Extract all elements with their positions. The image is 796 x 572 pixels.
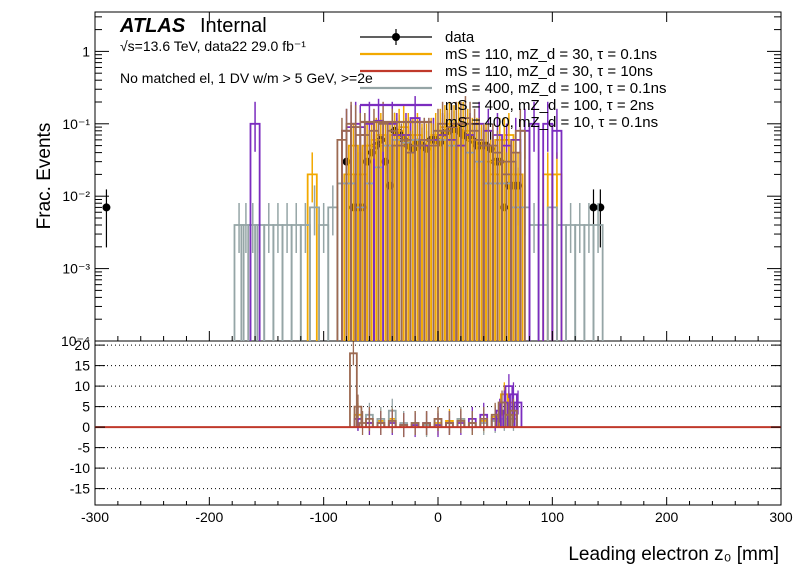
- ratio-series: [95, 341, 781, 438]
- x-tick-label: -300: [81, 509, 109, 525]
- selection-label: No matched el, 1 DV w/m > 5 GeV, >=2e: [120, 70, 373, 86]
- y-tick-label: 10⁻³: [62, 261, 90, 277]
- legend-label-data: data: [445, 29, 475, 46]
- ratio-y-tick-label: -10: [70, 460, 90, 476]
- legend-label-mS110_mZd30_tau0p1: mS = 110, mZ_d = 30, τ = 0.1ns: [445, 46, 657, 63]
- data-point: [102, 203, 111, 212]
- ratio-y-tick-label: 20: [74, 337, 90, 353]
- x-tick-label: 200: [655, 509, 679, 525]
- axes: -300 -200 -100 0 100 200 30010⁻⁴10⁻³10⁻²10⁻¹12…: [61, 12, 793, 525]
- ratio-y-tick-label: 0: [82, 419, 90, 435]
- legend-label-mS400_mZd100_tau2: mS = 400, mZ_d = 100, τ = 2ns: [445, 97, 654, 114]
- atlas-label: ATLAS: [119, 15, 186, 37]
- x-tick-label: 100: [541, 509, 565, 525]
- ratio-y-tick-label: 15: [74, 358, 90, 374]
- ratio-y-tick-label: 5: [82, 399, 90, 415]
- x-tick-label: -100: [310, 509, 338, 525]
- ratio-y-tick-label: -15: [70, 481, 90, 497]
- legend-label-mS400_mZd10_tau0p1: mS = 400, mZ_d = 10, τ = 0.1ns: [445, 114, 658, 131]
- y-tick-label: 10⁻²: [62, 188, 90, 204]
- x-axis-label: Leading electron z₀ [mm]: [568, 544, 779, 565]
- x-tick-label: 300: [769, 509, 793, 525]
- data-point: [589, 203, 598, 212]
- energy-label: √s=13.6 TeV, data22 29.0 fb⁻¹: [120, 38, 306, 54]
- y-tick-label: 10⁻⁴: [61, 333, 90, 349]
- x-tick-label: 0: [434, 509, 442, 525]
- legend-label-mS110_mZd30_tau10: mS = 110, mZ_d = 30, τ = 10ns: [445, 63, 653, 80]
- legend-label-mS400_mZd100_tau0p1: mS = 400, mZ_d = 100, τ = 0.1ns: [445, 80, 666, 97]
- internal-label: Internal: [200, 15, 267, 37]
- y-axis-label: Frac. Events: [34, 123, 55, 230]
- ratio-y-tick-label: -5: [78, 440, 91, 456]
- main-series: [102, 96, 605, 341]
- y-tick-label: 1: [82, 43, 90, 59]
- legend-marker-point: [392, 33, 400, 41]
- y-tick-label: 10⁻¹: [62, 116, 90, 132]
- ratio-y-tick-label: 10: [74, 378, 90, 394]
- x-tick-label: -200: [195, 509, 223, 525]
